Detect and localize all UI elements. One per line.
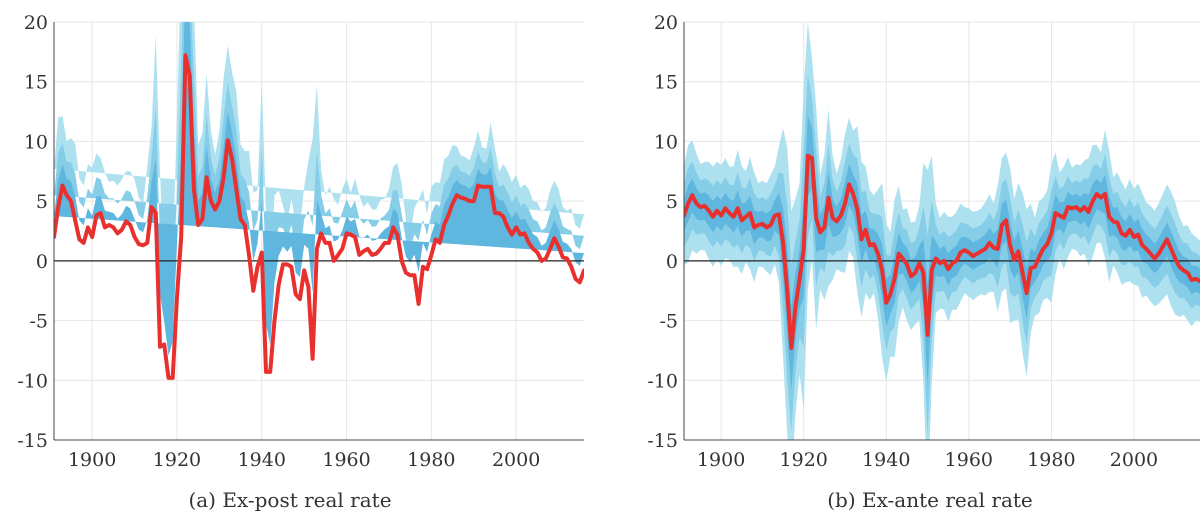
band-inner (54, 22, 584, 356)
y-tick-label: 15 (654, 72, 678, 94)
series-line-group (54, 53, 584, 380)
y-tick-label: -10 (17, 370, 48, 392)
y-tick-label: 0 (666, 251, 678, 273)
x-tick-label: 1920 (153, 449, 201, 471)
x-tick-label: 1980 (1027, 449, 1075, 471)
x-tick-label: 2000 (1110, 449, 1158, 471)
y-tick-label: -15 (17, 430, 48, 452)
x-tick-label: 1940 (862, 449, 910, 471)
series-line (54, 53, 584, 380)
series-line (684, 153, 1200, 350)
y-tick-label: -5 (29, 311, 48, 333)
y-tick-label: 20 (654, 12, 678, 34)
y-tick-label: 0 (36, 251, 48, 273)
x-tick-label: 1900 (697, 449, 745, 471)
y-tick-label: -10 (647, 370, 678, 392)
panel-caption: (b) Ex-ante real rate (827, 488, 1033, 512)
y-tick-label: 10 (24, 131, 48, 153)
x-tick-label: 1940 (238, 449, 286, 471)
y-tick-label: 5 (666, 191, 678, 213)
y-tick-label: 5 (36, 191, 48, 213)
x-tick-label: 1920 (780, 449, 828, 471)
y-tick-label: -15 (647, 430, 678, 452)
x-tick-label: 1960 (322, 449, 370, 471)
y-tick-label: 20 (24, 12, 48, 34)
series-line-group (684, 153, 1200, 350)
y-tick-label: -5 (659, 311, 678, 333)
x-tick-label: 1980 (407, 449, 455, 471)
x-tick-label: 1960 (945, 449, 993, 471)
panel-ex-post: 20 15 10 5 0 -5 -10 -15 1900 1920 1940 1960 1980 2000… (17, 12, 584, 512)
x-tick-label: 1900 (68, 449, 116, 471)
y-tick-label: 10 (654, 131, 678, 153)
panel-caption: (a) Ex-post real rate (188, 488, 391, 512)
panel-ex-ante: 20 15 10 5 0 -5 -10 -15 1900 1920 1940 1960 1980 2000… (647, 12, 1200, 512)
uncertainty-bands (54, 22, 584, 356)
x-tick-label: 2000 (492, 449, 540, 471)
y-tick-label: 15 (24, 72, 48, 94)
